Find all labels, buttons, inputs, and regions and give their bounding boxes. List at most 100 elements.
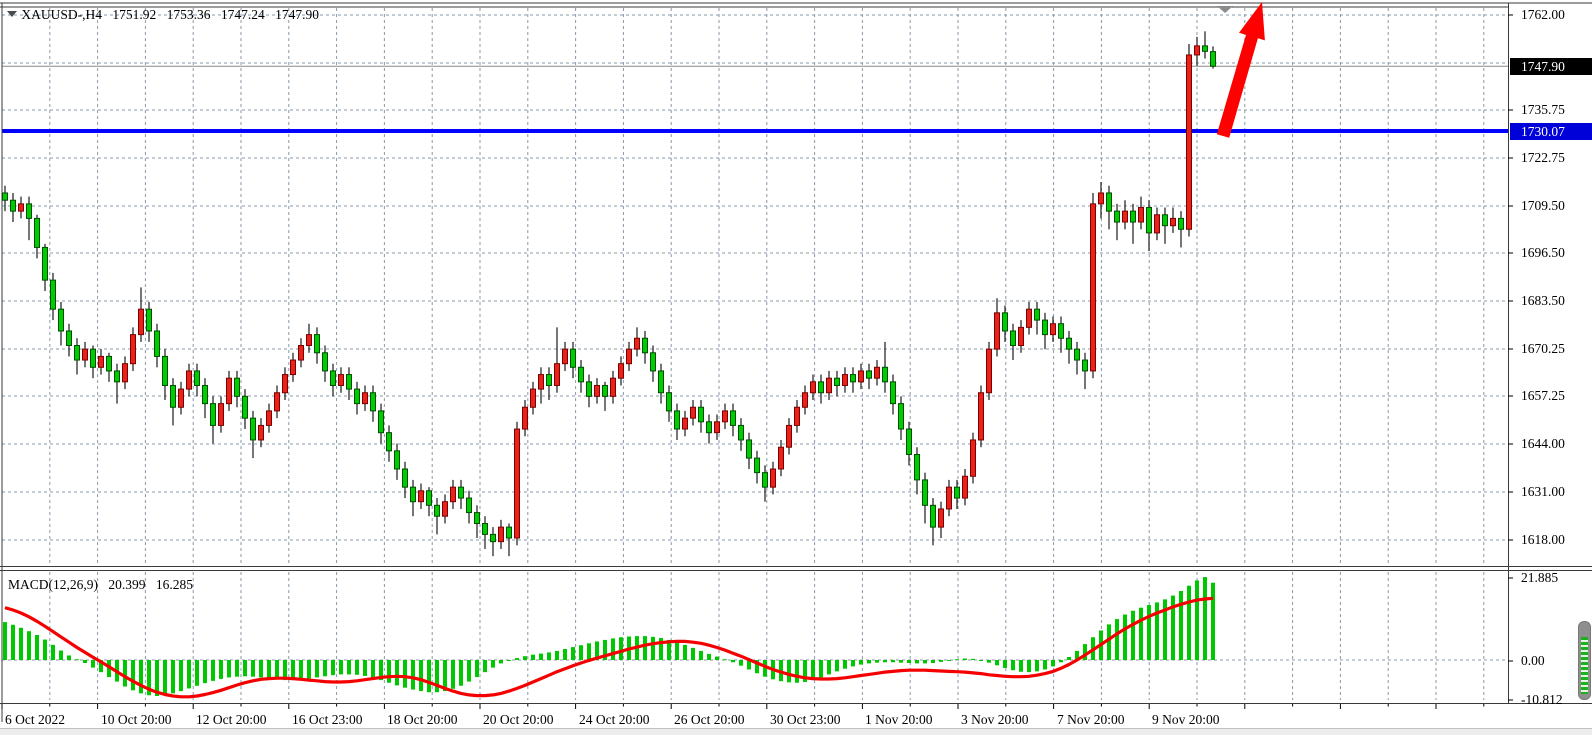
- bear-candle-body: [1162, 214, 1168, 227]
- bear-candle-body: [234, 377, 240, 397]
- time-axis-label: 26 Oct 20:00: [674, 712, 745, 727]
- bear-candle-body: [834, 377, 840, 386]
- price-tick-label: 1657.25: [1521, 388, 1565, 403]
- bull-candle-body: [634, 337, 640, 350]
- macd-histogram-bar: [739, 660, 743, 666]
- macd-histogram-bar: [571, 647, 575, 660]
- bull-candle-body: [594, 384, 600, 397]
- macd-histogram-bar: [515, 658, 519, 660]
- macd-signal-line: [4, 596, 1214, 699]
- bull-candle-body: [450, 486, 456, 503]
- bull-candle-body: [226, 377, 232, 405]
- bull-candle-body: [258, 424, 264, 441]
- trend-arrow-annotation[interactable]: [1216, 2, 1265, 138]
- macd-histogram-bar: [891, 660, 895, 663]
- macd-histogram-bar: [291, 660, 295, 681]
- bull-candle-body: [714, 421, 720, 434]
- bear-candle-body: [162, 355, 168, 386]
- bear-candle-body: [370, 392, 376, 412]
- bull-candle-body: [842, 374, 848, 386]
- macd-histogram-bar: [1195, 580, 1199, 660]
- price-tick-label: 1618.00: [1521, 532, 1565, 547]
- bear-candle-body: [578, 366, 584, 383]
- bull-candle-body: [978, 392, 984, 441]
- bull-candle-body: [1050, 323, 1056, 336]
- macd-histogram-bar: [243, 660, 247, 677]
- ohlc-low-value: 1747.24: [220, 7, 265, 22]
- macd-histogram-bar: [467, 660, 471, 682]
- macd-histogram-bar: [579, 645, 583, 660]
- bear-candle-body: [426, 490, 432, 506]
- bull-candle-body: [962, 475, 968, 499]
- macd-histogram-bar: [259, 660, 263, 678]
- macd-signal-value: 16.285: [155, 577, 193, 592]
- bear-candle-body: [1074, 348, 1080, 361]
- time-axis-label: 12 Oct 20:00: [196, 712, 267, 727]
- macd-histogram-bar: [979, 660, 983, 661]
- macd-histogram-bar: [387, 660, 391, 683]
- bear-candle-body: [602, 384, 608, 397]
- macd-histogram-bar: [691, 647, 695, 660]
- bull-candle-body: [794, 406, 800, 426]
- bull-candle-body: [306, 334, 312, 347]
- bull-candle-body: [1122, 210, 1128, 223]
- chart-shift-marker-icon[interactable]: [1217, 6, 1233, 13]
- bear-candle-body: [850, 374, 856, 383]
- bear-candle-body: [1058, 323, 1064, 339]
- macd-histogram-bar: [83, 660, 87, 664]
- bear-candle-body: [250, 417, 256, 441]
- bear-candle-body: [746, 439, 752, 459]
- macd-histogram-bar: [411, 660, 415, 690]
- symbol-dropdown-icon[interactable]: [6, 7, 18, 21]
- time-axis-label: 9 Nov 20:00: [1152, 712, 1220, 727]
- bull-candle-body: [1186, 54, 1192, 230]
- macd-histogram-bar: [1107, 624, 1111, 660]
- bear-candle-body: [410, 486, 416, 503]
- bear-candle-body: [1082, 359, 1088, 372]
- bull-candle-body: [770, 468, 776, 488]
- bear-candle-body: [154, 330, 160, 357]
- macd-histogram-bar: [147, 660, 151, 696]
- vertical-scrollbar-thumb[interactable]: [1578, 621, 1591, 700]
- macd-histogram-bar: [331, 660, 335, 676]
- macd-histogram-bar: [123, 660, 127, 687]
- macd-histogram-bar: [3, 622, 7, 660]
- macd-histogram-bar: [1179, 591, 1183, 660]
- macd-histogram-bar: [795, 660, 799, 683]
- macd-histogram-bar: [427, 660, 431, 693]
- macd-histogram-bar: [395, 660, 399, 686]
- bear-candle-body: [1002, 312, 1008, 332]
- bull-candle-body: [682, 417, 688, 430]
- macd-tick-label: 0.00: [1521, 653, 1545, 668]
- macd-histogram-bar: [963, 658, 967, 660]
- macd-histogram-bar: [1155, 602, 1159, 660]
- macd-histogram-bar: [1131, 610, 1135, 660]
- horizontal-scrollbar[interactable]: [0, 728, 1592, 735]
- macd-histogram-bar: [619, 637, 623, 660]
- macd-histogram-bar: [531, 654, 535, 660]
- bull-candle-body: [1138, 206, 1144, 223]
- macd-histogram-bar: [731, 660, 735, 663]
- macd-histogram-bar: [1075, 650, 1079, 660]
- macd-histogram-bar: [435, 660, 439, 693]
- macd-histogram-bar: [1139, 607, 1143, 660]
- bull-candle-body: [946, 486, 952, 510]
- bull-candle-body: [418, 490, 424, 503]
- bear-candle-body: [394, 450, 400, 470]
- macd-histogram-bar: [235, 660, 239, 677]
- macd-histogram-bar: [523, 656, 527, 660]
- macd-histogram-bar: [1187, 585, 1191, 660]
- macd-histogram-bar: [955, 659, 959, 661]
- macd-histogram-bar: [59, 650, 63, 660]
- macd-histogram-bar: [1059, 660, 1063, 663]
- bear-candle-body: [642, 337, 648, 354]
- macd-histogram-bar: [1211, 582, 1215, 660]
- bear-candle-body: [1042, 319, 1048, 336]
- price-tick-label: 1670.25: [1521, 341, 1565, 356]
- macd-histogram-bar: [203, 660, 207, 684]
- macd-histogram-bar: [1115, 619, 1119, 660]
- macd-histogram-bar: [67, 655, 71, 660]
- macd-histogram-bar: [131, 660, 135, 691]
- macd-histogram-bar: [11, 624, 15, 660]
